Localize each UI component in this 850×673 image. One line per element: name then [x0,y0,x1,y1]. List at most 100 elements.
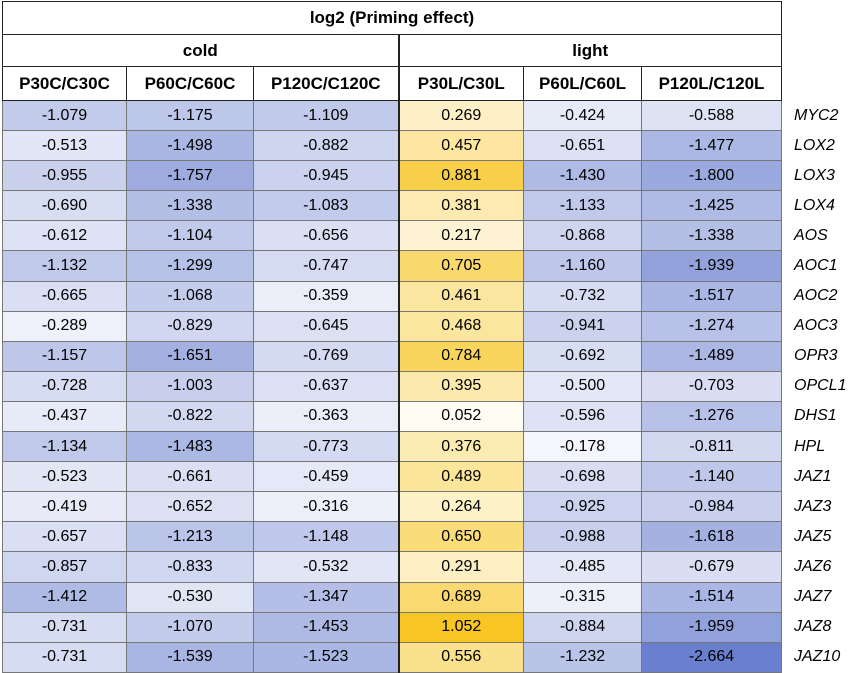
heatmap-cell: 0.264 [397,491,524,523]
heatmap-cell: 1.052 [397,611,524,643]
heatmap-cell: -0.857 [2,551,127,583]
heatmap-cell: -0.945 [253,160,399,192]
heatmap-cell: -0.769 [253,340,399,372]
heatmap-cell: -0.955 [2,160,127,192]
heatmap-cell: -1.618 [641,521,782,553]
column-header: P60L/C60L [523,66,642,101]
row-gene-label: JAZ10 [781,642,849,673]
heatmap-cell: 0.556 [397,641,524,673]
heatmap-cell: 0.376 [397,431,524,463]
heatmap-cell: -1.757 [126,160,254,192]
heatmap-cell: -0.612 [2,220,127,252]
heatmap-cell: -0.988 [523,521,642,553]
heatmap-cell: 0.457 [397,130,524,162]
heatmap-cell: 0.705 [397,250,524,282]
heatmap-cell: 0.217 [397,220,524,252]
heatmap-cell: -1.160 [523,250,642,282]
column-header: P60C/C60C [126,66,254,101]
heatmap-cell: -0.811 [641,431,782,463]
heatmap-cell: -0.485 [523,551,642,583]
heatmap-cell: -1.800 [641,160,782,192]
heatmap-cell: -0.588 [641,99,782,132]
heatmap-cell: -1.079 [2,99,127,132]
heatmap-cell: -0.651 [523,130,642,162]
heatmap-cell: -1.338 [126,190,254,222]
heatmap-cell: -1.068 [126,280,254,312]
heatmap-cell: 0.052 [397,400,524,433]
heatmap-cell: -0.731 [2,641,127,673]
heatmap-cell: -0.882 [253,130,399,162]
table-row: -1.157 -1.651 -0.769 0.784 -0.692 -1.489 OPR3 [2,340,849,372]
heatmap-cell: -0.884 [523,611,642,643]
row-gene-label: AOC3 [781,311,849,342]
heatmap-cell: -1.425 [641,190,782,222]
column-header: P120L/C120L [641,66,782,101]
table-row: -0.665 -1.068 -0.359 0.461 -0.732 -1.517 AOC2 [2,280,849,312]
row-gene-label: AOC2 [781,281,849,312]
heatmap-cell: -1.959 [641,611,782,643]
heatmap-cell: -0.703 [641,370,782,402]
heatmap-cell: -1.338 [641,220,782,252]
row-gene-label: JAZ3 [781,491,849,522]
heatmap-cell: -0.652 [126,491,254,523]
heatmap-cell: -0.731 [2,611,127,643]
heatmap-cell: -0.363 [253,400,399,433]
row-gene-label: OPCL1 [781,371,849,402]
heatmap-cell: -0.679 [641,551,782,583]
heatmap-cell: -0.530 [126,581,254,613]
heatmap-cell: -1.483 [126,431,254,463]
heatmap-cell: -0.437 [2,400,127,433]
heatmap-cell: -0.523 [2,461,127,493]
table-row: -0.731 -1.070 -1.453 1.052 -0.884 -1.959 JAZ8 [2,611,849,643]
heatmap-cell: -0.637 [253,370,399,402]
heatmap-cell: -1.274 [641,310,782,342]
heatmap-cell: 0.689 [397,581,524,613]
table-title: log2 (Priming effect) [2,1,782,35]
heatmap-cell: -1.003 [126,370,254,402]
table-row: -0.657 -1.213 -1.148 0.650 -0.988 -1.618 JAZ5 [2,521,849,553]
row-gene-label: JAZ8 [781,612,849,643]
row-gene-label: JAZ6 [781,551,849,582]
heatmap-cell: -1.133 [523,190,642,222]
heatmap-cell: -0.424 [523,99,642,132]
heatmap-cell: -1.299 [126,250,254,282]
row-gene-label: JAZ1 [781,461,849,492]
heatmap-cell: -0.984 [641,491,782,523]
heatmap-cell: -0.833 [126,551,254,583]
heatmap-cell: -0.513 [2,130,127,162]
heatmap-cell: -0.359 [253,280,399,312]
heatmap-cell: 0.784 [397,340,524,372]
heatmap-cell: -1.489 [641,340,782,372]
row-gene-label: LOX2 [781,130,849,161]
row-gene-label: OPR3 [781,341,849,372]
column-header: P30L/C30L [397,66,524,101]
heatmap-cell: -0.645 [253,310,399,342]
heatmap-cell: -0.500 [523,370,642,402]
heatmap-cell: -0.178 [523,431,642,463]
heatmap-cell: -1.453 [253,611,399,643]
heatmap-cell: 0.269 [397,99,524,132]
heatmap-cell: -0.732 [523,280,642,312]
heatmap-cell: 0.881 [397,160,524,192]
heatmap-cell: -2.664 [641,641,782,673]
heatmap-cell: -0.596 [523,400,642,433]
row-gene-label: JAZ7 [781,582,849,613]
row-gene-label: LOX3 [781,160,849,191]
table-row: -0.612 -1.104 -0.656 0.217 -0.868 -1.338 AOS [2,220,849,252]
table-row: -1.079 -1.175 -1.109 0.269 -0.424 -0.588 MYC2 [2,99,849,132]
row-gene-label: MYC2 [781,100,849,131]
heatmap-cell: 0.489 [397,461,524,493]
heatmap-cell: -0.665 [2,280,127,312]
heatmap-cell: -0.941 [523,310,642,342]
heatmap-cell: -0.925 [523,491,642,523]
heatmap-cell: -0.315 [523,581,642,613]
heatmap-cell: -0.822 [126,400,254,433]
heatmap-cell: -1.347 [253,581,399,613]
heatmap-cell: -1.134 [2,431,127,463]
heatmap-cell: 0.395 [397,370,524,402]
heatmap-cell: -0.773 [253,431,399,463]
table-row: -0.857 -0.833 -0.532 0.291 -0.485 -0.679 JAZ6 [2,551,849,583]
heatmap-cell: -0.657 [2,521,127,553]
heatmap-cell: -0.656 [253,220,399,252]
column-header: P120C/C120C [253,66,399,101]
